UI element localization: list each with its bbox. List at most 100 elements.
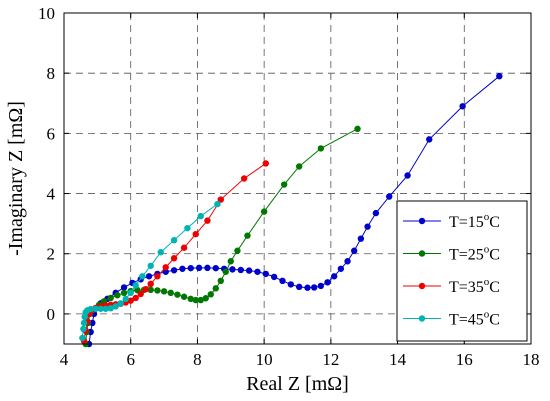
data-point <box>459 103 466 110</box>
data-point <box>240 175 248 182</box>
x-tick-label: 10 <box>256 350 273 369</box>
data-point <box>192 296 199 304</box>
data-point <box>207 291 214 298</box>
data-point <box>364 223 371 230</box>
data-point <box>97 305 104 312</box>
data-point <box>280 181 288 188</box>
legend-entry: T=15oC <box>403 211 500 231</box>
data-point <box>127 297 134 304</box>
data-point <box>120 284 128 291</box>
data-point <box>217 277 224 285</box>
data-point <box>260 208 268 215</box>
data-point <box>337 265 345 272</box>
x-axis-label: Real Z [mΩ] <box>246 373 349 395</box>
legend: T=15oC T=25oC T=35oC T=45oC <box>396 200 528 342</box>
data-point <box>222 268 229 275</box>
legend-entry: T=45oC <box>403 309 500 329</box>
x-tick-label: 4 <box>60 350 69 369</box>
data-point <box>212 285 219 292</box>
data-point <box>180 244 188 251</box>
y-tick-label: 0 <box>47 305 56 324</box>
data-point <box>317 145 325 152</box>
series-t-45 <box>79 200 221 342</box>
data-point <box>212 264 219 272</box>
data-point <box>254 268 261 275</box>
data-point <box>147 280 154 288</box>
data-point <box>317 282 325 290</box>
y-tick-label: 2 <box>47 245 56 264</box>
data-point <box>114 292 121 299</box>
data-point <box>162 264 169 271</box>
data-point <box>120 289 128 297</box>
data-point <box>107 304 114 312</box>
data-point <box>102 305 109 312</box>
data-point <box>244 232 251 239</box>
data-point <box>197 296 204 304</box>
x-tick-label: 8 <box>193 350 202 369</box>
data-point <box>87 305 94 313</box>
data-point <box>137 290 144 298</box>
data-point <box>426 136 433 143</box>
data-point <box>174 291 181 298</box>
series-layer <box>79 72 503 348</box>
data-point <box>147 286 154 294</box>
data-point <box>117 300 124 307</box>
data-point <box>184 224 191 232</box>
data-point <box>279 277 286 285</box>
data-point <box>357 235 365 242</box>
data-point <box>354 125 361 133</box>
data-point <box>324 279 331 286</box>
data-point <box>142 286 149 293</box>
data-point <box>204 217 211 224</box>
legend-marker <box>418 282 426 290</box>
data-point <box>192 230 199 238</box>
data-point <box>122 295 129 303</box>
data-point <box>79 334 86 342</box>
data-point <box>270 273 278 281</box>
plot-frame <box>63 12 532 345</box>
data-point <box>262 270 270 278</box>
data-point <box>160 288 168 295</box>
data-point <box>386 193 393 200</box>
x-tick-label: 6 <box>126 350 135 369</box>
data-point <box>170 267 178 274</box>
data-point <box>162 268 169 275</box>
data-point <box>295 163 303 170</box>
data-point <box>304 284 311 291</box>
data-point <box>229 266 236 273</box>
data-point <box>351 247 358 254</box>
legend-marker <box>418 217 426 225</box>
data-point <box>127 289 134 297</box>
data-point <box>107 294 114 302</box>
data-point <box>179 265 186 272</box>
x-tick-label: 16 <box>456 350 473 369</box>
legend-entry: T=35oC <box>403 276 500 296</box>
series-t-25 <box>82 125 361 348</box>
legend-marker <box>418 250 426 257</box>
data-point <box>237 266 244 274</box>
data-point <box>92 305 99 312</box>
data-point <box>154 287 161 294</box>
data-point <box>195 264 203 272</box>
data-point <box>404 172 411 179</box>
x-tick-label: 14 <box>389 350 407 369</box>
y-tick-label: 8 <box>47 64 56 83</box>
data-point <box>287 281 295 288</box>
data-point <box>262 160 270 167</box>
series-line <box>88 75 500 345</box>
y-axis-label: -Imaginary Z [mΩ] <box>5 101 27 256</box>
data-point <box>234 247 241 254</box>
data-point <box>227 258 234 265</box>
y-tick-label: 4 <box>47 185 56 204</box>
data-point <box>372 209 380 217</box>
x-tick-label: 18 <box>523 350 540 369</box>
data-point <box>170 255 178 262</box>
legend-marker <box>418 315 426 322</box>
data-point <box>180 293 188 300</box>
data-point <box>310 284 318 291</box>
data-point <box>132 282 139 289</box>
data-point <box>295 283 303 291</box>
data-point <box>217 196 224 203</box>
data-point <box>139 273 146 280</box>
data-point <box>167 289 174 297</box>
